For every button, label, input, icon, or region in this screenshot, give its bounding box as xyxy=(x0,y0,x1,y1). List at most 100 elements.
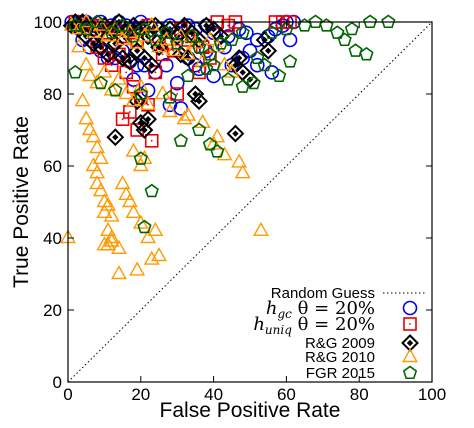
square-marker-dot xyxy=(110,64,113,67)
triangle-point xyxy=(151,247,167,262)
diamond-marker-fill xyxy=(181,22,188,29)
diamond-marker-fill xyxy=(232,62,239,69)
pentagon-point xyxy=(133,86,148,101)
series-triangle xyxy=(60,13,269,280)
pentagon-point xyxy=(235,25,250,39)
pentagon-point xyxy=(144,183,159,198)
diamond-point xyxy=(190,92,208,111)
triangle-point xyxy=(216,146,233,161)
triangle-point xyxy=(103,207,120,222)
diamond-marker-fill xyxy=(97,44,104,51)
legend-marker-circle xyxy=(402,300,418,316)
legend-label-random-guess: Random Guess xyxy=(271,285,375,302)
triangle-point xyxy=(121,193,138,208)
triangle-point xyxy=(81,67,98,82)
square-marker-dot xyxy=(132,85,135,88)
pentagon-point xyxy=(191,122,207,137)
diamond-marker-fill xyxy=(90,40,97,47)
triangle-point xyxy=(92,149,109,165)
square-marker-dot xyxy=(227,24,230,27)
diamond-marker-outline xyxy=(186,85,205,103)
triangle-point xyxy=(103,232,120,247)
y-axis-label: True Positive Rate xyxy=(10,116,33,288)
y-tick-label: 60 xyxy=(43,157,62,176)
diamond-point xyxy=(106,128,125,147)
diamond-marker-fill xyxy=(155,44,163,51)
diamond-point xyxy=(99,45,117,64)
triangle-point xyxy=(180,106,197,121)
square-point xyxy=(155,47,170,62)
diamond-marker-fill xyxy=(210,26,217,33)
y-tick-label: 20 xyxy=(43,301,62,320)
pentagon-point xyxy=(206,57,221,72)
x-tick-label: 100 xyxy=(418,385,446,404)
diamond-point xyxy=(139,110,157,129)
pentagon-point xyxy=(199,61,214,75)
plot-frame xyxy=(67,21,433,383)
triangle-point xyxy=(223,63,240,78)
triangle-point xyxy=(129,261,146,276)
triangle-point xyxy=(216,56,233,71)
legend-marker-triangle xyxy=(402,348,418,363)
pentagon-point xyxy=(159,25,174,39)
pentagon-point xyxy=(282,54,298,68)
data-points xyxy=(60,13,396,280)
pentagon-point xyxy=(308,14,323,29)
square-marker-outline xyxy=(148,65,163,80)
diamond-marker-outline xyxy=(120,52,139,71)
triangle-point xyxy=(231,153,248,168)
diamond-marker-fill xyxy=(232,130,239,137)
diamond-marker-fill xyxy=(141,126,148,134)
triangle-point xyxy=(140,95,157,111)
circle-point xyxy=(169,75,185,91)
triangle-point xyxy=(103,229,120,244)
triangle-point xyxy=(78,110,95,125)
triangle-point xyxy=(92,182,109,197)
triangle-point xyxy=(96,236,113,251)
pentagon-point xyxy=(359,46,374,61)
triangle-point xyxy=(154,85,171,100)
legend-label: FGR 2015 xyxy=(306,365,375,382)
triangle-point xyxy=(96,203,113,219)
pentagon-point xyxy=(250,50,265,65)
square-point xyxy=(170,87,184,101)
triangle-point xyxy=(70,38,87,53)
pentagon-point xyxy=(148,32,163,47)
pentagon-point xyxy=(224,32,239,47)
x-axis-label: False Positive Rate xyxy=(160,399,341,422)
triangle-point xyxy=(81,121,98,136)
pentagon-point xyxy=(68,64,83,79)
pentagon-point xyxy=(133,151,148,165)
diamond-marker-outline xyxy=(135,121,154,139)
triangle-point xyxy=(172,27,189,42)
pentagon-point xyxy=(257,57,272,72)
diamond-point xyxy=(179,49,198,67)
pentagon-point xyxy=(202,46,218,61)
y-tick-label: 40 xyxy=(43,229,62,248)
pentagon-point xyxy=(221,72,236,86)
square-point xyxy=(221,18,235,33)
series-pentagon xyxy=(68,14,396,234)
random-guess-line xyxy=(67,21,433,383)
diamond-marker-fill xyxy=(104,51,112,58)
legend-item-pentagon: FGR 2015 xyxy=(306,365,418,382)
triangle-point xyxy=(107,20,124,35)
legend-label: R&G 2010 xyxy=(305,349,375,366)
x-tick-label: 60 xyxy=(277,385,296,404)
square-point xyxy=(123,105,137,119)
random-guess-line-group xyxy=(67,21,433,383)
pentagon-point xyxy=(89,14,105,29)
triangle-point xyxy=(111,265,127,280)
pentagon-point xyxy=(126,28,141,43)
diamond-point xyxy=(259,41,278,60)
diamond-marker-outline xyxy=(230,49,248,67)
pentagon-point xyxy=(381,14,396,29)
pentagon-point xyxy=(330,25,345,39)
pentagon-point xyxy=(115,18,130,32)
diamond-marker-fill xyxy=(126,58,134,65)
pentagon-point xyxy=(271,68,287,83)
triangle-point xyxy=(234,164,251,179)
triangle-point xyxy=(100,221,116,237)
triangle-point xyxy=(114,31,131,46)
